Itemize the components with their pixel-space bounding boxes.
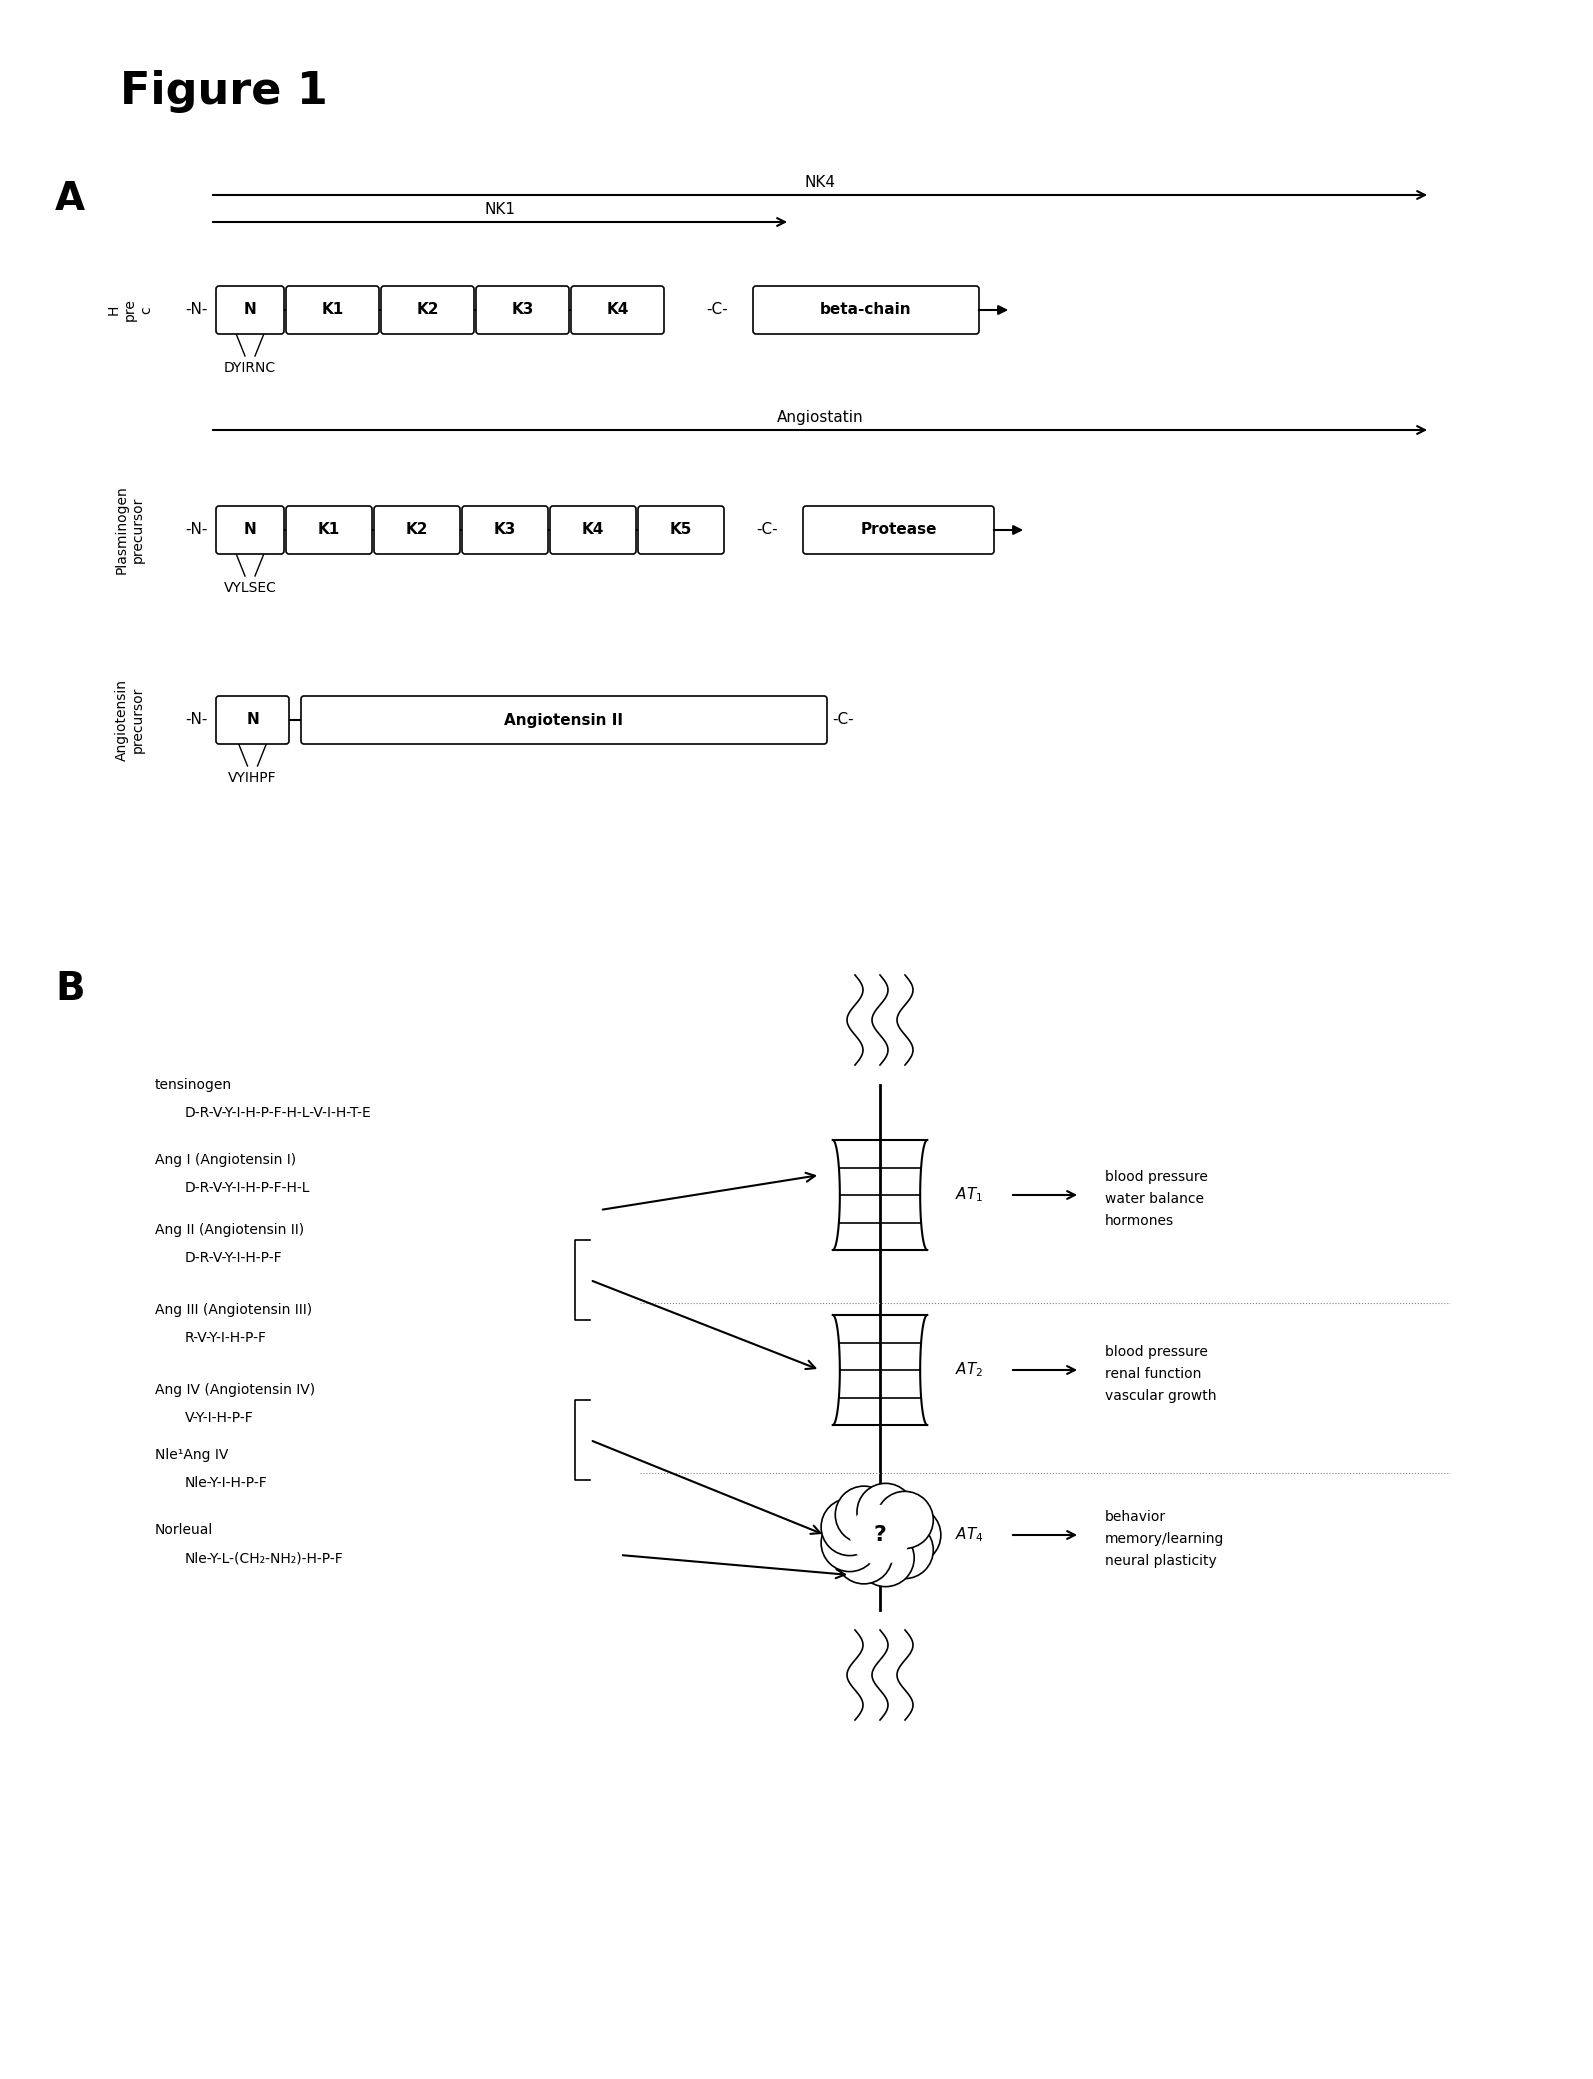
Text: $AT_1$: $AT_1$	[954, 1185, 983, 1204]
Text: memory/learning: memory/learning	[1106, 1532, 1225, 1547]
FancyBboxPatch shape	[287, 287, 379, 335]
FancyBboxPatch shape	[803, 505, 994, 553]
Text: -N-: -N-	[186, 522, 209, 538]
Text: A: A	[56, 181, 84, 218]
Text: -N-: -N-	[186, 713, 209, 728]
FancyBboxPatch shape	[374, 505, 460, 553]
Text: -C-: -C-	[832, 713, 854, 728]
Text: K5: K5	[669, 522, 693, 538]
Circle shape	[884, 1507, 941, 1563]
Text: N: N	[244, 304, 256, 318]
Text: Protease: Protease	[860, 522, 937, 538]
Text: behavior: behavior	[1106, 1509, 1166, 1524]
Circle shape	[857, 1482, 914, 1541]
Text: neural plasticity: neural plasticity	[1106, 1553, 1217, 1568]
Text: K4: K4	[607, 304, 629, 318]
Text: tensinogen: tensinogen	[155, 1079, 233, 1091]
Text: Norleual: Norleual	[155, 1524, 213, 1536]
Text: K1: K1	[319, 522, 341, 538]
FancyBboxPatch shape	[462, 505, 548, 553]
Text: Ang IV (Angiotensin IV): Ang IV (Angiotensin IV)	[155, 1383, 315, 1397]
Text: Ang I (Angiotensin I): Ang I (Angiotensin I)	[155, 1154, 296, 1166]
Text: H
pre
c: H pre c	[107, 299, 153, 322]
Text: $AT_4$: $AT_4$	[954, 1526, 983, 1545]
Text: K3: K3	[511, 304, 534, 318]
Text: Angiotensin
precursor: Angiotensin precursor	[115, 680, 145, 761]
Text: Ang III (Angiotensin III): Ang III (Angiotensin III)	[155, 1304, 312, 1316]
Text: Angiostatin: Angiostatin	[777, 410, 863, 424]
Text: K2: K2	[416, 304, 438, 318]
Circle shape	[820, 1514, 878, 1572]
Text: B: B	[56, 971, 84, 1008]
Circle shape	[835, 1486, 892, 1543]
Text: K4: K4	[581, 522, 604, 538]
Text: R-V-Y-I-H-P-F: R-V-Y-I-H-P-F	[185, 1331, 268, 1345]
Text: V-Y-I-H-P-F: V-Y-I-H-P-F	[185, 1412, 253, 1424]
FancyBboxPatch shape	[639, 505, 723, 553]
Text: -C-: -C-	[706, 304, 728, 318]
FancyBboxPatch shape	[753, 287, 980, 335]
Text: D-R-V-Y-I-H-P-F-H-L: D-R-V-Y-I-H-P-F-H-L	[185, 1181, 311, 1195]
FancyBboxPatch shape	[550, 505, 636, 553]
FancyBboxPatch shape	[301, 696, 827, 744]
Text: hormones: hormones	[1106, 1214, 1174, 1229]
Text: vascular growth: vascular growth	[1106, 1389, 1217, 1403]
Circle shape	[835, 1526, 892, 1584]
FancyBboxPatch shape	[217, 696, 288, 744]
Text: Plasminogen
precursor: Plasminogen precursor	[115, 486, 145, 574]
Text: beta-chain: beta-chain	[820, 304, 911, 318]
Text: D-R-V-Y-I-H-P-F-H-L-V-I-H-T-E: D-R-V-Y-I-H-P-F-H-L-V-I-H-T-E	[185, 1106, 371, 1121]
Text: D-R-V-Y-I-H-P-F: D-R-V-Y-I-H-P-F	[185, 1252, 282, 1264]
Text: Angiotensin II: Angiotensin II	[505, 713, 623, 728]
Text: water balance: water balance	[1106, 1191, 1204, 1206]
Text: N: N	[244, 522, 256, 538]
Text: N: N	[247, 713, 260, 728]
Text: -C-: -C-	[757, 522, 777, 538]
Text: Ang II (Angiotensin II): Ang II (Angiotensin II)	[155, 1222, 304, 1237]
Text: VYIHPF: VYIHPF	[228, 771, 277, 786]
Text: K3: K3	[494, 522, 516, 538]
Circle shape	[876, 1522, 933, 1578]
Text: -N-: -N-	[186, 304, 209, 318]
FancyBboxPatch shape	[217, 505, 284, 553]
Circle shape	[857, 1530, 914, 1586]
Text: renal function: renal function	[1106, 1368, 1201, 1380]
Text: K1: K1	[322, 304, 344, 318]
Text: K2: K2	[406, 522, 429, 538]
FancyBboxPatch shape	[381, 287, 475, 335]
Text: Nle¹Ang IV: Nle¹Ang IV	[155, 1447, 228, 1462]
FancyBboxPatch shape	[217, 287, 284, 335]
Text: Nle-Y-L-(CH₂-NH₂)-H-P-F: Nle-Y-L-(CH₂-NH₂)-H-P-F	[185, 1551, 344, 1565]
Circle shape	[876, 1491, 933, 1549]
FancyBboxPatch shape	[476, 287, 569, 335]
Text: VYLSEC: VYLSEC	[223, 580, 277, 595]
FancyBboxPatch shape	[287, 505, 373, 553]
Text: ?: ?	[873, 1526, 886, 1545]
Text: Figure 1: Figure 1	[119, 71, 328, 112]
Text: NK4: NK4	[804, 175, 835, 189]
Circle shape	[849, 1505, 910, 1565]
Circle shape	[820, 1499, 878, 1555]
Text: NK1: NK1	[484, 202, 516, 216]
Text: $AT_2$: $AT_2$	[954, 1360, 983, 1378]
Text: DYIRNC: DYIRNC	[225, 362, 276, 374]
Text: blood pressure: blood pressure	[1106, 1170, 1207, 1185]
FancyBboxPatch shape	[570, 287, 664, 335]
Text: blood pressure: blood pressure	[1106, 1345, 1207, 1360]
Text: Nle-Y-I-H-P-F: Nle-Y-I-H-P-F	[185, 1476, 268, 1491]
